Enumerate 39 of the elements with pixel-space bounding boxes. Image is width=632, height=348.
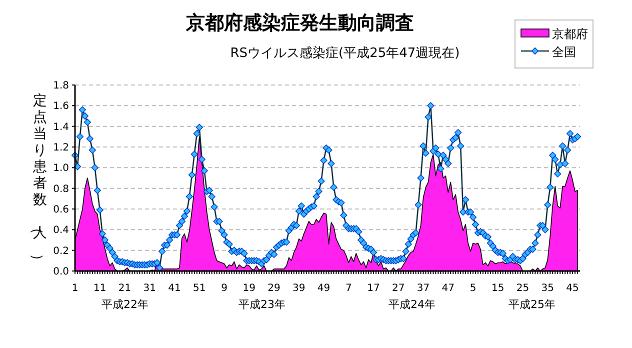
y-tick-label: 0.2 — [53, 246, 69, 257]
text: 平成22年 — [102, 298, 148, 311]
x-tick-label: 9 — [221, 283, 228, 294]
x-tick-label: 29 — [268, 283, 280, 294]
y-tick-label: 0.0 — [53, 266, 69, 278]
x-tick-label: 5 — [470, 283, 476, 294]
x-tick-label: 41 — [168, 283, 181, 294]
x-tick-label: 37 — [416, 283, 430, 294]
x-tick-label: 27 — [392, 283, 405, 294]
x-tick-label: 45 — [566, 283, 579, 294]
x-tick-label: 47 — [442, 283, 455, 294]
y-tick-label: 1.2 — [53, 142, 69, 154]
x-tick-label: 39 — [292, 283, 306, 294]
x-tick-label: 31 — [143, 283, 156, 294]
y-tick-label: 1.0 — [53, 163, 69, 174]
text: 平成25年 — [508, 298, 556, 311]
x-tick-label: 11 — [94, 283, 106, 294]
x-tick-label: 15 — [492, 283, 504, 294]
y-tick-label: 1.6 — [53, 101, 69, 112]
chart-title: 京都府感染症発生動向調査 — [185, 12, 414, 34]
text: 平成23年 — [238, 298, 286, 311]
x-tick-label: 35 — [541, 283, 554, 294]
legend-label: 京都府 — [552, 27, 588, 41]
x-tick-label: 7 — [345, 283, 352, 294]
y-tick-label: 0.4 — [53, 225, 69, 236]
x-tick-label: 19 — [242, 283, 256, 294]
x-tick-label: 17 — [367, 283, 380, 294]
chart-subtitle: RSウイルス感染症(平成25年47週現在) — [230, 46, 460, 61]
x-tick-label: 1 — [72, 283, 78, 294]
y-tick-label: 0.8 — [53, 184, 69, 195]
y-tick-label: 0.6 — [53, 204, 69, 216]
x-tick-label: 49 — [317, 283, 330, 294]
y-tick-label: 1.8 — [53, 80, 69, 92]
x-tick-label: 21 — [118, 283, 132, 294]
text: 平成24年 — [388, 298, 436, 311]
x-tick-label: 25 — [516, 283, 530, 294]
legend-label: 全国 — [552, 45, 576, 59]
y-tick-label: 1.4 — [53, 122, 69, 133]
x-tick-label: 51 — [193, 283, 206, 294]
